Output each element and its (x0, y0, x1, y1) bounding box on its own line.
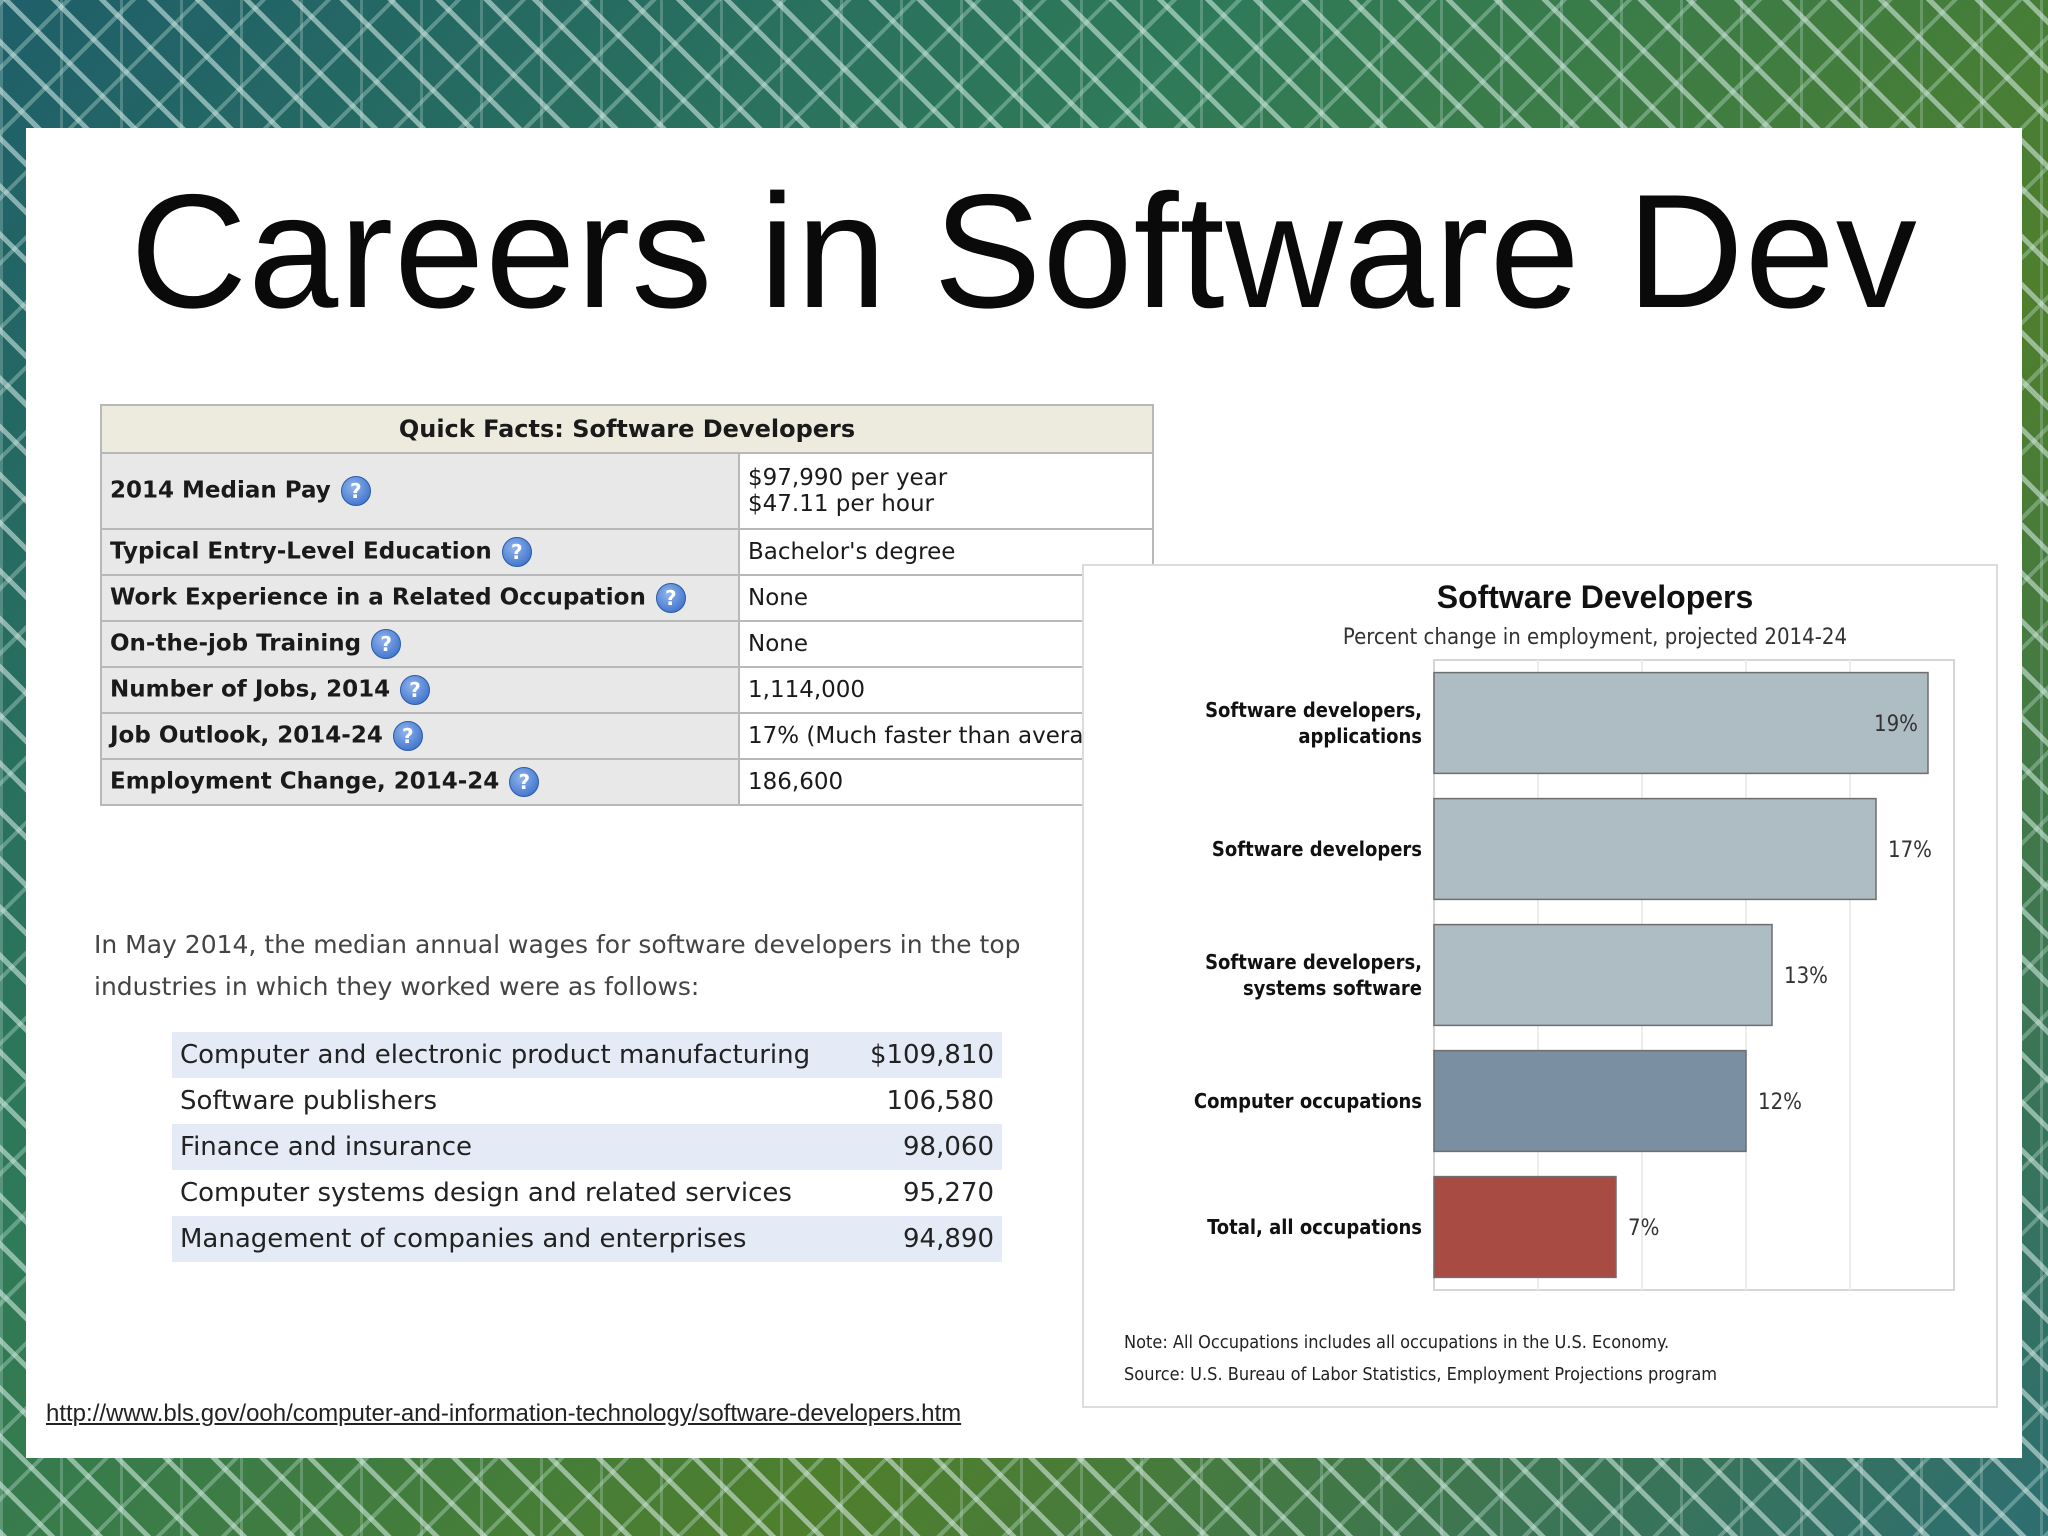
industry-cell: Software publishers (180, 1086, 438, 1116)
quick-facts-label: On-the-job Training (110, 630, 362, 657)
table-row: Computer and electronic product manufact… (172, 1032, 1002, 1078)
bar-value-label: 17% (1888, 838, 1932, 863)
table-row: Management of companies and enterprises 9… (172, 1216, 1002, 1262)
quick-facts-label: 2014 Median Pay (110, 477, 331, 504)
quick-facts-header: Quick Facts: Software Developers (100, 404, 1154, 454)
help-icon[interactable]: ? (400, 675, 431, 705)
quick-facts-table: Quick Facts: Software Developers 2014 Me… (100, 404, 1154, 806)
chart-subtitle: Percent change in employment, projected … (1343, 625, 1847, 650)
quick-facts-row: Work Experience in a Related Occupation?… (100, 574, 1154, 622)
bar-value-label: 7% (1628, 1216, 1659, 1241)
quick-facts-value: $47.11 per hour (748, 491, 934, 517)
chart-panel: Software Developers Percent change in emp… (1082, 564, 1998, 1408)
bar-value-label: 12% (1758, 1090, 1802, 1115)
category-label: Total, all occupations (1207, 1215, 1422, 1239)
help-icon[interactable]: ? (340, 476, 371, 506)
bar-value-label: 13% (1784, 964, 1828, 989)
wage-cell: 94,890 (854, 1216, 1002, 1262)
slide: Careers in Software Dev Quick Facts: Sof… (26, 128, 2022, 1458)
bar (1433, 797, 1877, 901)
bar (1433, 671, 1929, 775)
chart-source: Source: U.S. Bureau of Labor Statistics,… (1124, 1364, 1718, 1385)
bar (1433, 923, 1773, 1027)
wage-cell: 95,270 (903, 1178, 994, 1208)
quick-facts-label: Typical Entry-Level Education (110, 538, 492, 565)
bar (1433, 1175, 1617, 1279)
quick-facts-value: Bachelor's degree (738, 528, 1154, 576)
wages-intro: In May 2014, the median annual wages for… (94, 930, 1021, 1001)
table-row: Software publishers 106,580 (172, 1078, 1002, 1124)
quick-facts-label: Job Outlook, 2014-24 (110, 722, 383, 749)
wage-cell: $109,810 (854, 1032, 1002, 1078)
quick-facts-label: Employment Change, 2014-24 (110, 768, 500, 795)
slide-title: Careers in Software Dev (130, 161, 1918, 342)
category-label: applications (1298, 724, 1422, 748)
category-label: Software developers (1212, 837, 1422, 861)
source-link[interactable]: http://www.bls.gov/ooh/computer-and-info… (46, 1400, 962, 1427)
table-row: Finance and insurance 98,060 (172, 1124, 1002, 1170)
employment-change-chart: Software Developers Percent change in emp… (1194, 579, 1955, 1291)
bar (1433, 1049, 1747, 1153)
quick-facts-row: Job Outlook, 2014-24? 17% (Much faster t… (100, 712, 1154, 760)
industry-cell: Management of companies and enterprises (172, 1216, 855, 1262)
chart-title: Software Developers (1437, 579, 1754, 615)
quick-facts-row: 2014 Median Pay? $97,990 per year $47.11… (100, 452, 1154, 530)
wage-cell: 106,580 (886, 1086, 994, 1116)
help-icon[interactable]: ? (501, 537, 532, 567)
category-label: systems software (1243, 976, 1422, 1000)
help-icon[interactable]: ? (655, 583, 686, 613)
quick-facts-value: $97,990 per year (748, 465, 948, 491)
industry-cell: Computer systems design and related serv… (180, 1178, 792, 1208)
industry-cell: Finance and insurance (172, 1124, 855, 1170)
help-icon[interactable]: ? (371, 629, 402, 659)
quick-facts-label: Work Experience in a Related Occupation (110, 584, 646, 611)
category-label: Computer occupations (1194, 1089, 1422, 1113)
category-label: Software developers, (1205, 950, 1422, 974)
category-label: Software developers, (1205, 698, 1422, 722)
chart-note: Note: All Occupations includes all occup… (1124, 1332, 1670, 1353)
quick-facts-row: Typical Entry-Level Education? Bachelor'… (100, 528, 1154, 576)
table-row: Computer systems design and related serv… (172, 1170, 1002, 1216)
help-icon[interactable]: ? (509, 767, 540, 797)
quick-facts-row: Employment Change, 2014-24? 186,600 (100, 758, 1154, 806)
quick-facts-label: Number of Jobs, 2014 (110, 676, 391, 703)
bar-value-label: 19% (1874, 712, 1918, 737)
help-icon[interactable]: ? (392, 721, 423, 751)
quick-facts-row: On-the-job Training? None (100, 620, 1154, 668)
wages-table: Computer and electronic product manufact… (172, 1032, 1002, 1262)
quick-facts-row: Number of Jobs, 2014? 1,114,000 (100, 666, 1154, 714)
industry-cell: Computer and electronic product manufact… (172, 1032, 855, 1078)
wage-cell: 98,060 (854, 1124, 1002, 1170)
